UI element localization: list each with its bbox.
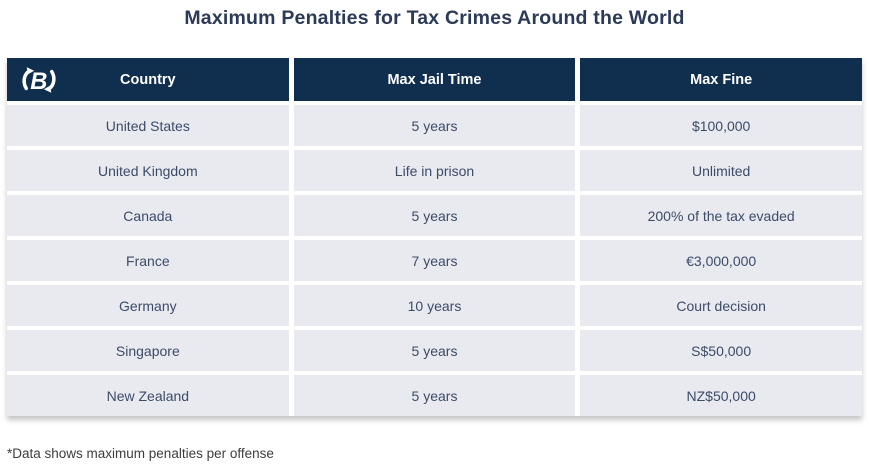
cell-jail-time: Life in prison bbox=[293, 150, 576, 191]
cell-jail-time: 5 years bbox=[293, 375, 576, 416]
header-label-country: Country bbox=[120, 71, 176, 88]
cycle-arrows-b-logo-icon: B bbox=[17, 64, 61, 96]
cell-jail-time: 10 years bbox=[293, 285, 576, 326]
cell-country: Singapore bbox=[7, 330, 289, 371]
cell-country: United States bbox=[7, 105, 289, 146]
cell-jail-time: 5 years bbox=[293, 105, 576, 146]
header-cell-max-fine: Max Fine bbox=[580, 58, 862, 101]
cell-jail-time: 7 years bbox=[293, 240, 576, 281]
cell-country: Canada bbox=[7, 195, 289, 236]
cell-fine: NZ$50,000 bbox=[580, 375, 862, 416]
svg-text:B: B bbox=[30, 67, 47, 94]
cell-jail-time: 5 years bbox=[293, 195, 576, 236]
cell-fine: Unlimited bbox=[580, 150, 862, 191]
page-title: Maximum Penalties for Tax Crimes Around … bbox=[184, 7, 685, 29]
cell-fine: 200% of the tax evaded bbox=[580, 195, 862, 236]
cell-country: United Kingdom bbox=[7, 150, 289, 191]
cell-fine: $100,000 bbox=[580, 105, 862, 146]
cell-jail-time: 5 years bbox=[293, 330, 576, 371]
cell-country: France bbox=[7, 240, 289, 281]
cell-fine: €3,000,000 bbox=[580, 240, 862, 281]
header-cell-max-jail-time: Max Jail Time bbox=[293, 58, 576, 101]
cell-fine: S$50,000 bbox=[580, 330, 862, 371]
cell-fine: Court decision bbox=[580, 285, 862, 326]
penalties-table: B Country Max Jail Time Max Fine United … bbox=[7, 58, 862, 416]
cell-country: Germany bbox=[7, 285, 289, 326]
cell-country: New Zealand bbox=[7, 375, 289, 416]
footnote: *Data shows maximum penalties per offens… bbox=[7, 446, 274, 461]
header-cell-country: B Country bbox=[7, 58, 289, 101]
